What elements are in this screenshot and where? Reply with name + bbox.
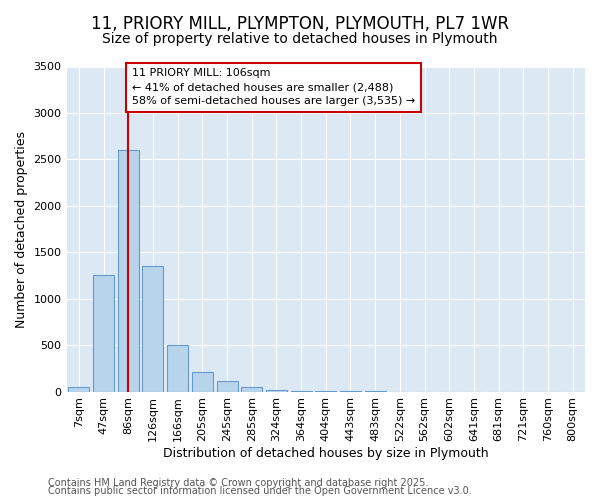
Bar [217,382,238,392]
X-axis label: Distribution of detached houses by size in Plymouth: Distribution of detached houses by size … [163,447,488,460]
Bar [192,372,213,392]
Text: 11, PRIORY MILL, PLYMPTON, PLYMOUTH, PL7 1WR: 11, PRIORY MILL, PLYMPTON, PLYMOUTH, PL7… [91,15,509,33]
Text: Contains HM Land Registry data © Crown copyright and database right 2025.: Contains HM Land Registry data © Crown c… [48,478,428,488]
Bar [142,266,163,392]
Bar [167,345,188,392]
Bar [93,275,114,392]
Bar [266,390,287,392]
Text: Contains public sector information licensed under the Open Government Licence v3: Contains public sector information licen… [48,486,472,496]
Text: 11 PRIORY MILL: 106sqm
← 41% of detached houses are smaller (2,488)
58% of semi-: 11 PRIORY MILL: 106sqm ← 41% of detached… [132,68,415,106]
Bar [68,387,89,392]
Bar [290,391,311,392]
Bar [118,150,139,392]
Text: Size of property relative to detached houses in Plymouth: Size of property relative to detached ho… [102,32,498,46]
Y-axis label: Number of detached properties: Number of detached properties [15,130,28,328]
Bar [241,387,262,392]
